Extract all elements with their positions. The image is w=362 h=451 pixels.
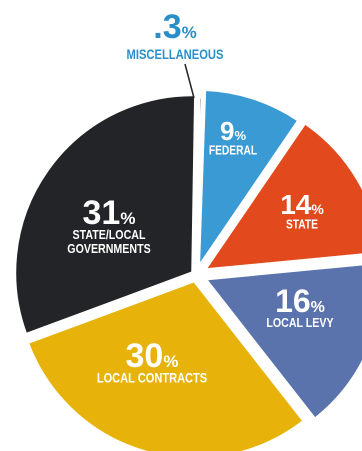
- slice-label-state: STATE: [286, 219, 318, 232]
- slice-value-miscellaneous: .3%: [153, 8, 196, 46]
- slice-value-percent: %: [311, 201, 324, 217]
- slice-value-percent: %: [234, 128, 246, 143]
- slice-value-federal: 9%: [220, 116, 246, 146]
- slice-value-percent: %: [182, 23, 197, 42]
- pie-slice-federal: [196, 88, 301, 269]
- pie-slice-local-contracts: [25, 279, 306, 451]
- slice-label-miscellaneous: MISCELLANEOUS: [127, 47, 224, 62]
- slice-value-local-levy: 16%: [275, 283, 325, 319]
- pie-slice-state-local-governments: [13, 93, 198, 337]
- slice-label-local-levy: LOCAL LEVY: [266, 315, 333, 330]
- slice-value-number: 31: [83, 194, 121, 232]
- slice-label-state-local-governments: GOVERNMENTS: [67, 241, 150, 256]
- slice-value-number: 30: [126, 337, 164, 375]
- slice-value-number: .3: [153, 8, 181, 46]
- pie-slice-local-levy: [203, 262, 362, 421]
- slice-value-number: 16: [275, 283, 311, 319]
- pie-slice-miscellaneous: [194, 95, 204, 277]
- slice-value-number: 9: [220, 116, 234, 146]
- slice-value-percent: %: [311, 299, 325, 316]
- slice-label-state-local-governments: STATE/LOCAL: [73, 227, 146, 242]
- pie-slices: [13, 88, 362, 451]
- slice-value-state-local-governments: 31%: [83, 194, 136, 232]
- pie-slice-state: [203, 121, 362, 272]
- slice-value-percent: %: [163, 352, 178, 371]
- slice-value-percent: %: [120, 209, 135, 228]
- miscellaneous-leader-line: [184, 63, 195, 99]
- slice-value-number: 14: [280, 189, 312, 220]
- slice-value-local-contracts: 30%: [126, 337, 179, 375]
- slice-value-state: 14%: [280, 189, 324, 220]
- slice-label-local-contracts: LOCAL CONTRACTS: [97, 370, 207, 385]
- slice-label-federal: FEDERAL: [209, 145, 257, 158]
